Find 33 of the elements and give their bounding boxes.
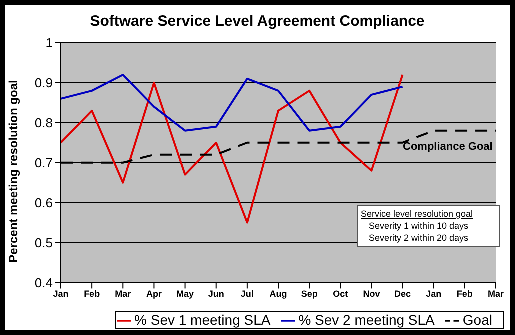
x-tick-label: Mar [115,289,132,300]
x-tick-label: Jun [208,289,224,300]
x-tick-label: May [176,289,194,300]
y-axis-title: Percent meeting resolution goal [6,80,20,263]
y-tick-label: 0.8 [34,116,53,131]
annotation: Severity 2 within 20 days [368,232,470,244]
x-tick-label: Dec [394,289,412,300]
x-tick-label: Mar [488,289,504,300]
legend-label: % Sev 2 meeting SLA [298,312,435,328]
y-tick-label: 0.9 [34,76,53,91]
x-tick-label: Oct [333,289,348,300]
x-tick-label: Jan [426,289,442,300]
x-tick-label: Feb [456,289,474,300]
x-tick-label: Sep [301,289,318,300]
chart-title: Software Service Level Agreement Compliance [89,13,426,32]
x-tick-label: Aug [270,289,288,300]
y-tick-label: 0.7 [34,155,53,170]
legend-label: % Sev 1 meeting SLA [134,312,271,328]
annotation: Service level resolution goal [361,208,474,220]
y-tick-label: 0.4 [34,275,53,290]
y-tick-label: 0.5 [34,235,53,250]
x-tick-label: Feb [84,289,101,300]
y-tick-label: 0.6 [34,195,53,210]
x-tick-label: Jul [240,289,254,300]
x-tick-label: Jan [53,289,69,300]
text-box: Service level resolution goal Severity 1 within 10 days Severity 2 within 20 days [357,205,500,247]
x-tick-label: Apr [146,289,162,300]
annotation: Compliance Goal [403,141,493,153]
y-tick-label: 1 [46,36,53,51]
legend-label: Goal [462,312,492,328]
x-tick-label: Nov [363,289,380,300]
annotation: Severity 1 within 10 days [368,220,470,232]
line-series [60,74,404,132]
